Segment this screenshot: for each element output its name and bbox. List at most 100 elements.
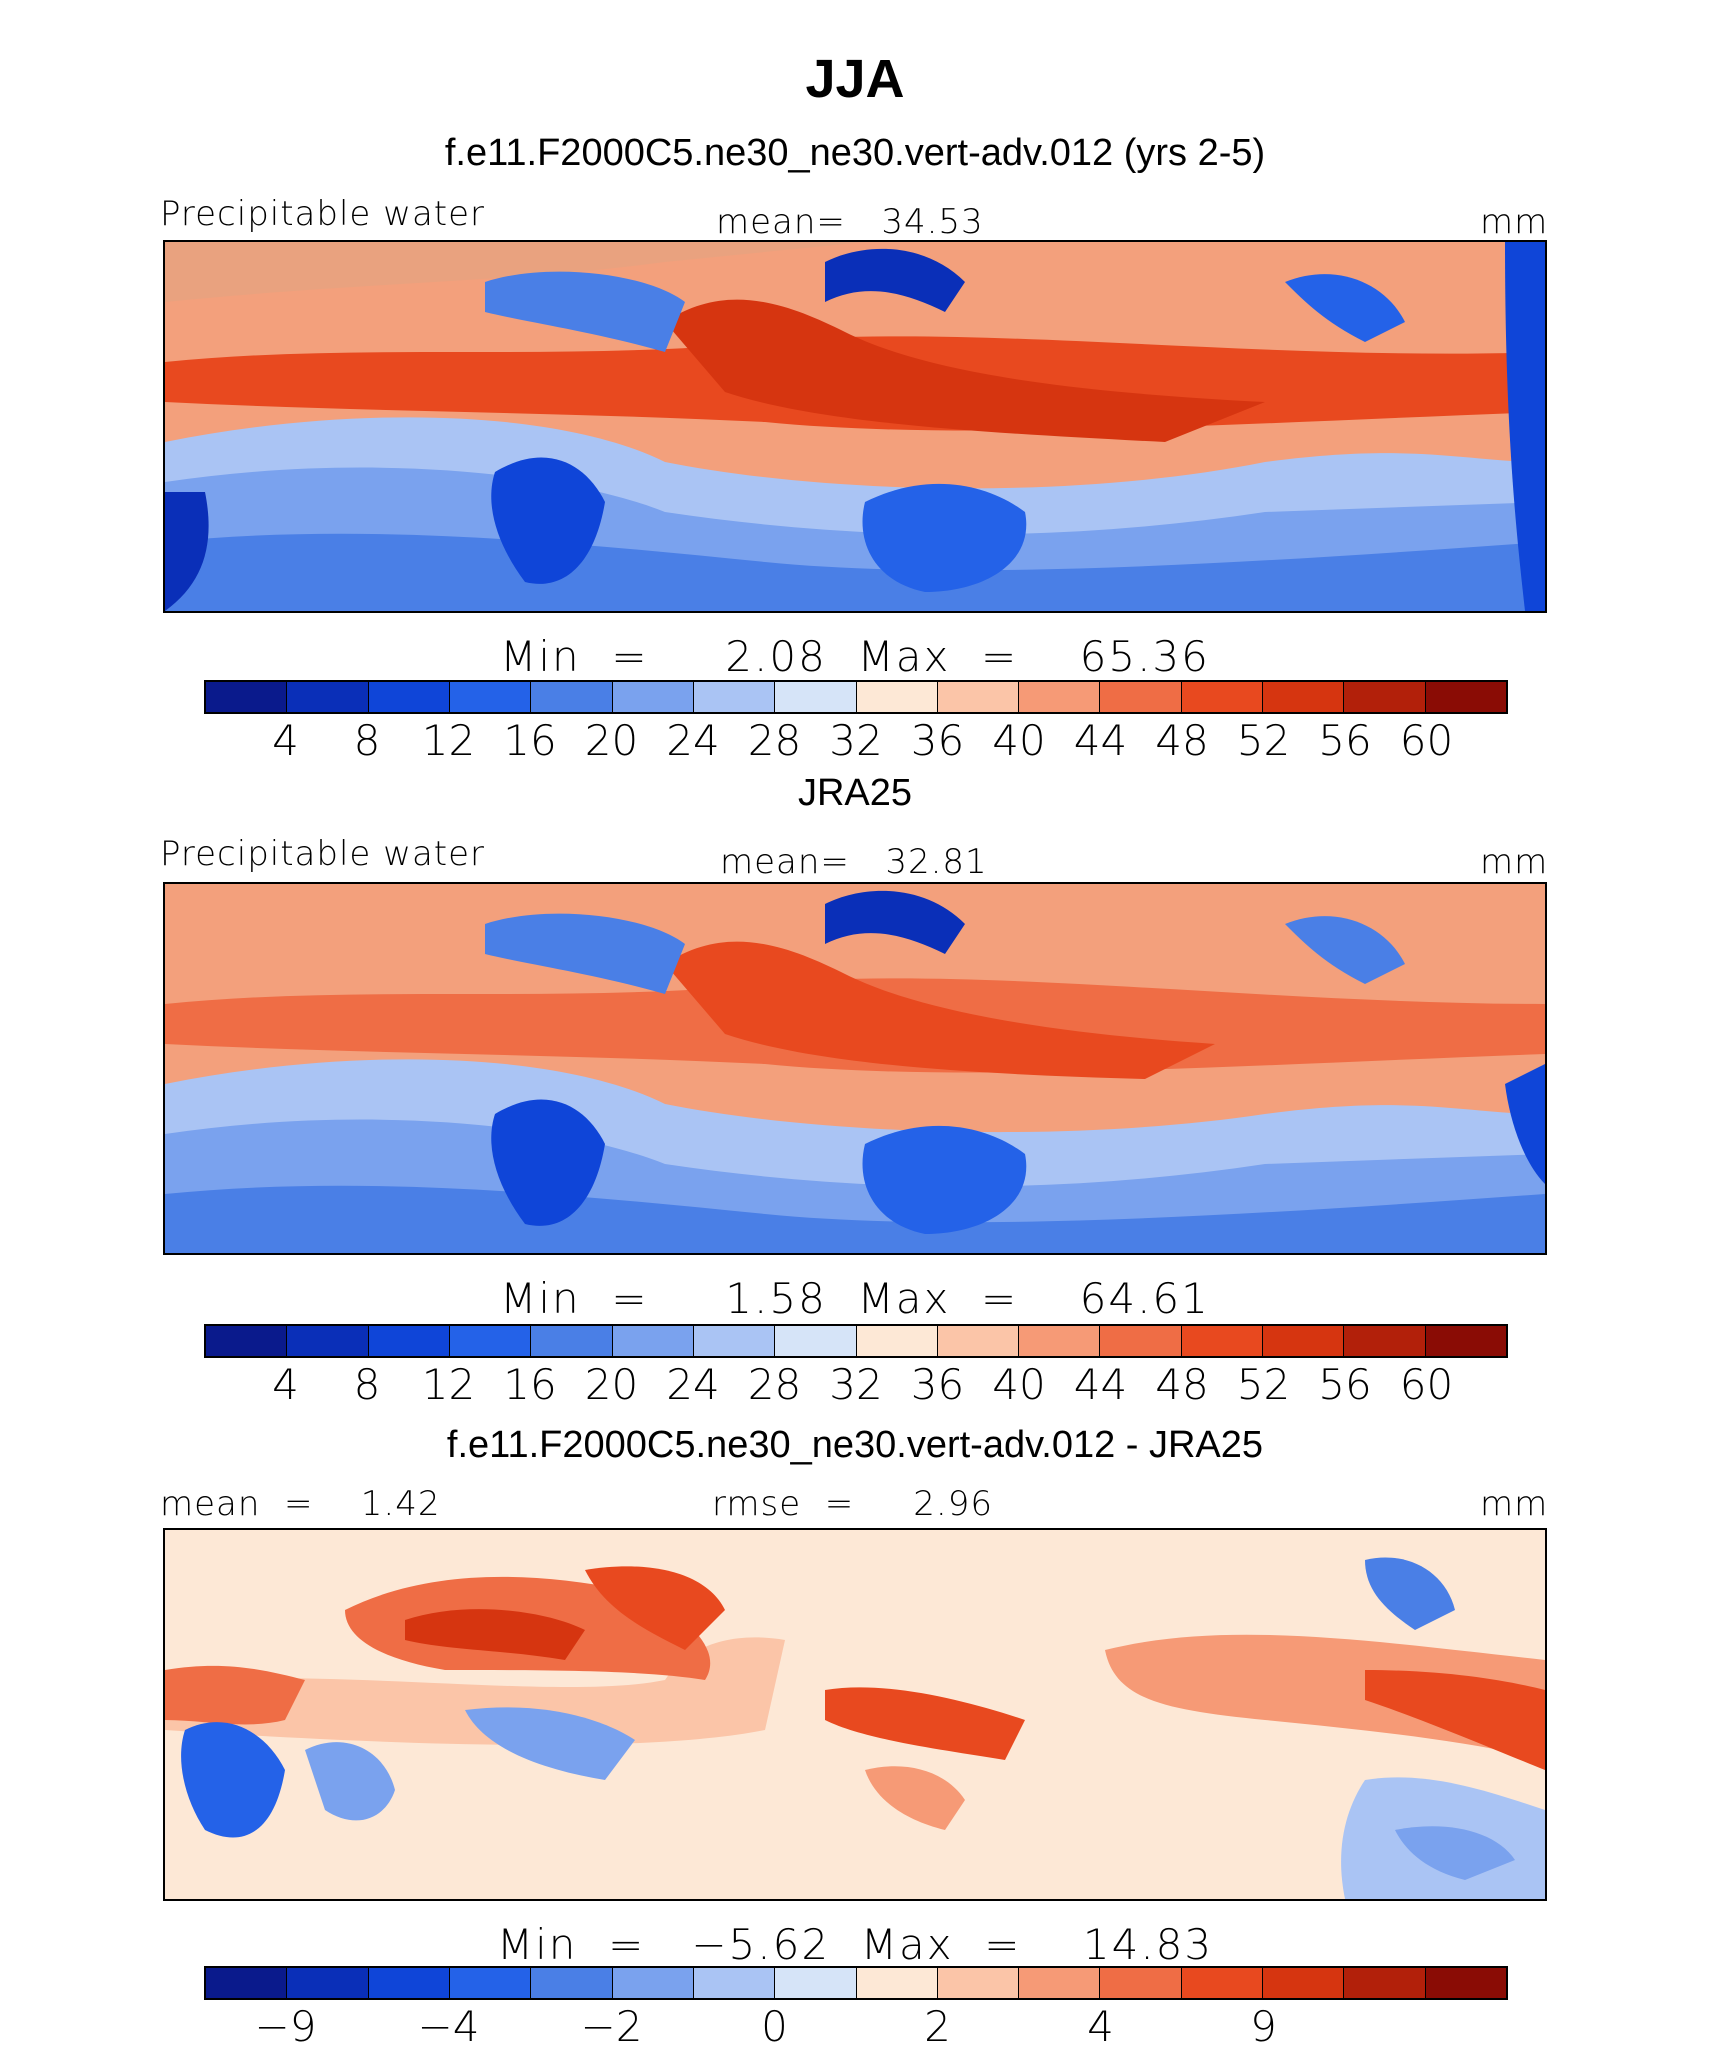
colorbar-tick-label: 20 [584, 1360, 639, 1409]
colorbar-swatch [693, 1326, 776, 1356]
colorbar-tick-label: 60 [1399, 1360, 1454, 1409]
panel-2-colorbar [204, 1324, 1508, 1358]
panel-1-mean-label: mean= 34.53 [716, 202, 984, 242]
colorbar-swatch [368, 1326, 450, 1356]
panel-1-minmax: Min = 2.08 Max = 65.36 [0, 632, 1710, 681]
colorbar-tick-label: 8 [353, 1360, 381, 1409]
colorbar-tick-label: 12 [421, 1360, 476, 1409]
panel-1-map [163, 240, 1547, 613]
colorbar-tick-label: 9 [1250, 2002, 1277, 2051]
colorbar-tick-label: 28 [747, 1360, 802, 1409]
colorbar-tick-label: 52 [1236, 1360, 1291, 1409]
panel-3-mean-label: mean = 1.42 [160, 1484, 441, 1524]
colorbar-swatch [775, 1326, 857, 1356]
colorbar-tick-label: 36 [910, 1360, 965, 1409]
colorbar-tick-label: 12 [421, 716, 476, 765]
panel-2-colorbar-ticks: 4 8 12 16 20 24 28 32 36 40 44 48 52 56 60 [204, 1360, 1508, 1410]
colorbar-swatch [937, 1326, 1020, 1356]
colorbar-swatch [206, 682, 288, 712]
colorbar-swatch [1425, 1326, 1506, 1356]
colorbar-tick-label: 44 [1073, 716, 1128, 765]
figure-title: JJA [805, 49, 905, 109]
colorbar-tick-label: 24 [666, 1360, 720, 1409]
colorbar-swatch [531, 682, 613, 712]
colorbar-tick-label: 16 [503, 716, 557, 765]
colorbar-swatch [693, 682, 776, 712]
colorbar-swatch [612, 682, 694, 712]
colorbar-swatch [206, 1968, 288, 1998]
colorbar-swatch [937, 1968, 1020, 1998]
colorbar-swatch [1263, 1968, 1345, 1998]
colorbar-swatch [1263, 1326, 1345, 1356]
colorbar-swatch [1100, 1968, 1182, 1998]
colorbar-tick-label: 60 [1399, 716, 1454, 765]
colorbar-swatch [775, 1968, 857, 1998]
colorbar-swatch [1425, 682, 1506, 712]
colorbar-swatch [368, 682, 450, 712]
colorbar-swatch [1019, 1968, 1101, 1998]
panel-2-map [163, 882, 1547, 1255]
colorbar-tick-label: −4 [417, 2002, 480, 2051]
colorbar-swatch [287, 1326, 369, 1356]
colorbar-tick-label: 32 [829, 716, 883, 765]
panel-2-max: Max = 64.61 [857, 1274, 1210, 1323]
colorbar-swatch [449, 682, 532, 712]
panel-1-max: Max = 65.36 [857, 632, 1210, 681]
panel-2-variable-label: Precipitable water [160, 834, 486, 874]
colorbar-swatch [1100, 682, 1182, 712]
colorbar-tick-label: 24 [666, 716, 720, 765]
panel-3-minmax: Min = −5.62 Max = 14.83 [0, 1920, 1710, 1969]
colorbar-swatch [1344, 1968, 1426, 1998]
colorbar-tick-label: 40 [992, 1360, 1046, 1409]
colorbar-tick-label: 52 [1236, 716, 1291, 765]
colorbar-swatch [449, 1326, 532, 1356]
colorbar-swatch [1181, 1326, 1264, 1356]
colorbar-tick-label: 48 [1155, 716, 1209, 765]
colorbar-tick-label: 8 [353, 716, 381, 765]
colorbar-tick-label: 32 [829, 1360, 883, 1409]
colorbar-swatch [612, 1326, 694, 1356]
colorbar-swatch [1181, 1968, 1264, 1998]
colorbar-swatch [1181, 682, 1264, 712]
panel-3-max: Max = 14.83 [860, 1920, 1214, 1969]
colorbar-tick-label: 4 [272, 1360, 299, 1409]
colorbar-swatch [856, 682, 938, 712]
panel-2-minmax: Min = 1.58 Max = 64.61 [0, 1274, 1710, 1323]
colorbar-swatch [612, 1968, 694, 1998]
colorbar-swatch [856, 1326, 938, 1356]
colorbar-swatch [206, 1326, 288, 1356]
panel-1-colorbar-ticks: 4 8 12 16 20 24 28 32 36 40 44 48 52 56 60 [204, 716, 1508, 766]
colorbar-swatch [856, 1968, 938, 1998]
colorbar-tick-label: 16 [503, 1360, 557, 1409]
panel-1-variable-label: Precipitable water [160, 194, 486, 234]
panel-3-title: f.e11.F2000C5.ne30_ne30.vert-adv.012 - J… [446, 1424, 1264, 1466]
colorbar-swatch [287, 682, 369, 712]
colorbar-tick-label: 28 [747, 716, 802, 765]
colorbar-swatch [693, 1968, 776, 1998]
colorbar-swatch [531, 1968, 613, 1998]
panel-2-unit-label: mm [1480, 842, 1549, 882]
colorbar-swatch [1263, 682, 1345, 712]
panel-3-colorbar [204, 1966, 1508, 2000]
panel-1-unit-label: mm [1480, 202, 1549, 242]
colorbar-tick-label: 0 [761, 2002, 788, 2051]
panel-3-rmse-label: rmse = 2.96 [712, 1484, 993, 1524]
colorbar-swatch [1019, 1326, 1101, 1356]
colorbar-tick-label: −9 [254, 2002, 317, 2051]
colorbar-swatch [1100, 1326, 1182, 1356]
panel-2-min: Min = 1.58 [500, 1274, 827, 1323]
panel-3-colorbar-ticks: −9 −4 −2 0 2 4 9 [204, 2002, 1508, 2052]
colorbar-tick-label: 4 [1087, 2002, 1114, 2051]
colorbar-swatch [1344, 682, 1426, 712]
panel-1-min: Min = 2.08 [500, 632, 827, 681]
colorbar-tick-label: 20 [584, 716, 639, 765]
colorbar-tick-label: 36 [910, 716, 965, 765]
colorbar-swatch [775, 682, 857, 712]
colorbar-swatch [449, 1968, 532, 1998]
colorbar-tick-label: 2 [924, 2002, 951, 2051]
panel-1-title: f.e11.F2000C5.ne30_ne30.vert-adv.012 (yr… [444, 132, 1266, 174]
colorbar-swatch [368, 1968, 450, 1998]
colorbar-tick-label: −2 [580, 2002, 643, 2051]
colorbar-tick-label: 56 [1318, 716, 1372, 765]
panel-1-colorbar [204, 680, 1508, 714]
